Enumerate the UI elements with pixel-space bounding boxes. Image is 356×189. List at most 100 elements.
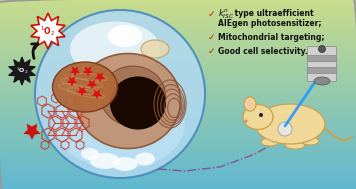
- Bar: [0, 92, 356, 93]
- Bar: [0, 1, 356, 2]
- Bar: [0, 108, 356, 109]
- Bar: [0, 117, 356, 118]
- Bar: [0, 30, 356, 31]
- Bar: [0, 37, 356, 38]
- Bar: [0, 72, 356, 73]
- Bar: [0, 85, 356, 86]
- Bar: [0, 109, 356, 110]
- Polygon shape: [92, 90, 102, 99]
- Bar: [0, 158, 356, 159]
- Bar: [0, 116, 356, 117]
- Text: Good cell selectivity.: Good cell selectivity.: [218, 46, 308, 56]
- Bar: [0, 34, 356, 35]
- Bar: [0, 3, 356, 4]
- Bar: [0, 162, 356, 163]
- Bar: [0, 73, 356, 74]
- Bar: [0, 164, 356, 165]
- Bar: [0, 63, 356, 64]
- Bar: [0, 66, 356, 67]
- Bar: [0, 40, 356, 41]
- Bar: [0, 154, 356, 155]
- Bar: [0, 68, 356, 69]
- Bar: [0, 31, 356, 32]
- FancyBboxPatch shape: [308, 60, 336, 67]
- Bar: [0, 94, 356, 95]
- Bar: [0, 126, 356, 127]
- Circle shape: [259, 113, 263, 117]
- Ellipse shape: [244, 97, 256, 111]
- Bar: [0, 179, 356, 180]
- Bar: [0, 183, 356, 184]
- Bar: [0, 111, 356, 112]
- Bar: [0, 55, 356, 56]
- Bar: [0, 160, 356, 161]
- Bar: [0, 127, 356, 128]
- Bar: [0, 150, 356, 151]
- Bar: [0, 33, 356, 34]
- Polygon shape: [67, 77, 77, 87]
- Bar: [0, 152, 356, 153]
- Bar: [0, 11, 356, 12]
- Bar: [0, 61, 356, 62]
- Bar: [0, 184, 356, 185]
- Bar: [0, 67, 356, 68]
- Ellipse shape: [261, 138, 279, 146]
- Ellipse shape: [81, 148, 99, 160]
- Bar: [0, 62, 356, 63]
- Bar: [0, 60, 356, 61]
- Bar: [0, 133, 356, 134]
- Bar: [0, 23, 356, 24]
- Bar: [0, 138, 356, 139]
- Bar: [0, 185, 356, 186]
- Bar: [0, 7, 356, 8]
- Bar: [0, 173, 356, 174]
- Bar: [0, 83, 356, 84]
- Ellipse shape: [35, 10, 205, 178]
- FancyBboxPatch shape: [308, 73, 336, 81]
- Bar: [0, 14, 356, 15]
- Bar: [0, 137, 356, 138]
- Bar: [0, 47, 356, 48]
- Ellipse shape: [70, 22, 160, 77]
- Ellipse shape: [285, 141, 305, 149]
- Bar: [0, 101, 356, 102]
- Ellipse shape: [108, 25, 142, 47]
- Bar: [0, 146, 356, 147]
- Bar: [0, 4, 356, 5]
- Ellipse shape: [75, 53, 180, 149]
- Bar: [0, 19, 356, 20]
- Ellipse shape: [246, 99, 254, 109]
- Bar: [0, 35, 356, 36]
- Bar: [0, 80, 356, 81]
- Bar: [0, 70, 356, 71]
- Bar: [0, 121, 356, 122]
- Circle shape: [245, 119, 247, 122]
- Bar: [0, 168, 356, 169]
- Bar: [0, 84, 356, 85]
- Bar: [0, 39, 356, 40]
- Bar: [0, 10, 356, 11]
- Bar: [0, 18, 356, 19]
- Ellipse shape: [100, 66, 166, 126]
- Bar: [0, 79, 356, 80]
- Bar: [0, 161, 356, 162]
- FancyArrowPatch shape: [32, 44, 38, 58]
- Bar: [0, 24, 356, 25]
- Ellipse shape: [301, 137, 319, 145]
- Bar: [0, 118, 356, 119]
- Bar: [0, 16, 356, 17]
- Bar: [0, 107, 356, 108]
- Polygon shape: [77, 87, 87, 97]
- Bar: [0, 64, 356, 65]
- Bar: [0, 136, 356, 137]
- Bar: [0, 100, 356, 101]
- Bar: [0, 103, 356, 104]
- Polygon shape: [95, 73, 105, 83]
- Bar: [0, 106, 356, 107]
- Text: $^1$O$_2$: $^1$O$_2$: [40, 24, 56, 38]
- Text: ✓: ✓: [208, 46, 215, 56]
- Bar: [0, 81, 356, 82]
- Bar: [0, 123, 356, 124]
- Bar: [0, 32, 356, 33]
- Bar: [0, 44, 356, 45]
